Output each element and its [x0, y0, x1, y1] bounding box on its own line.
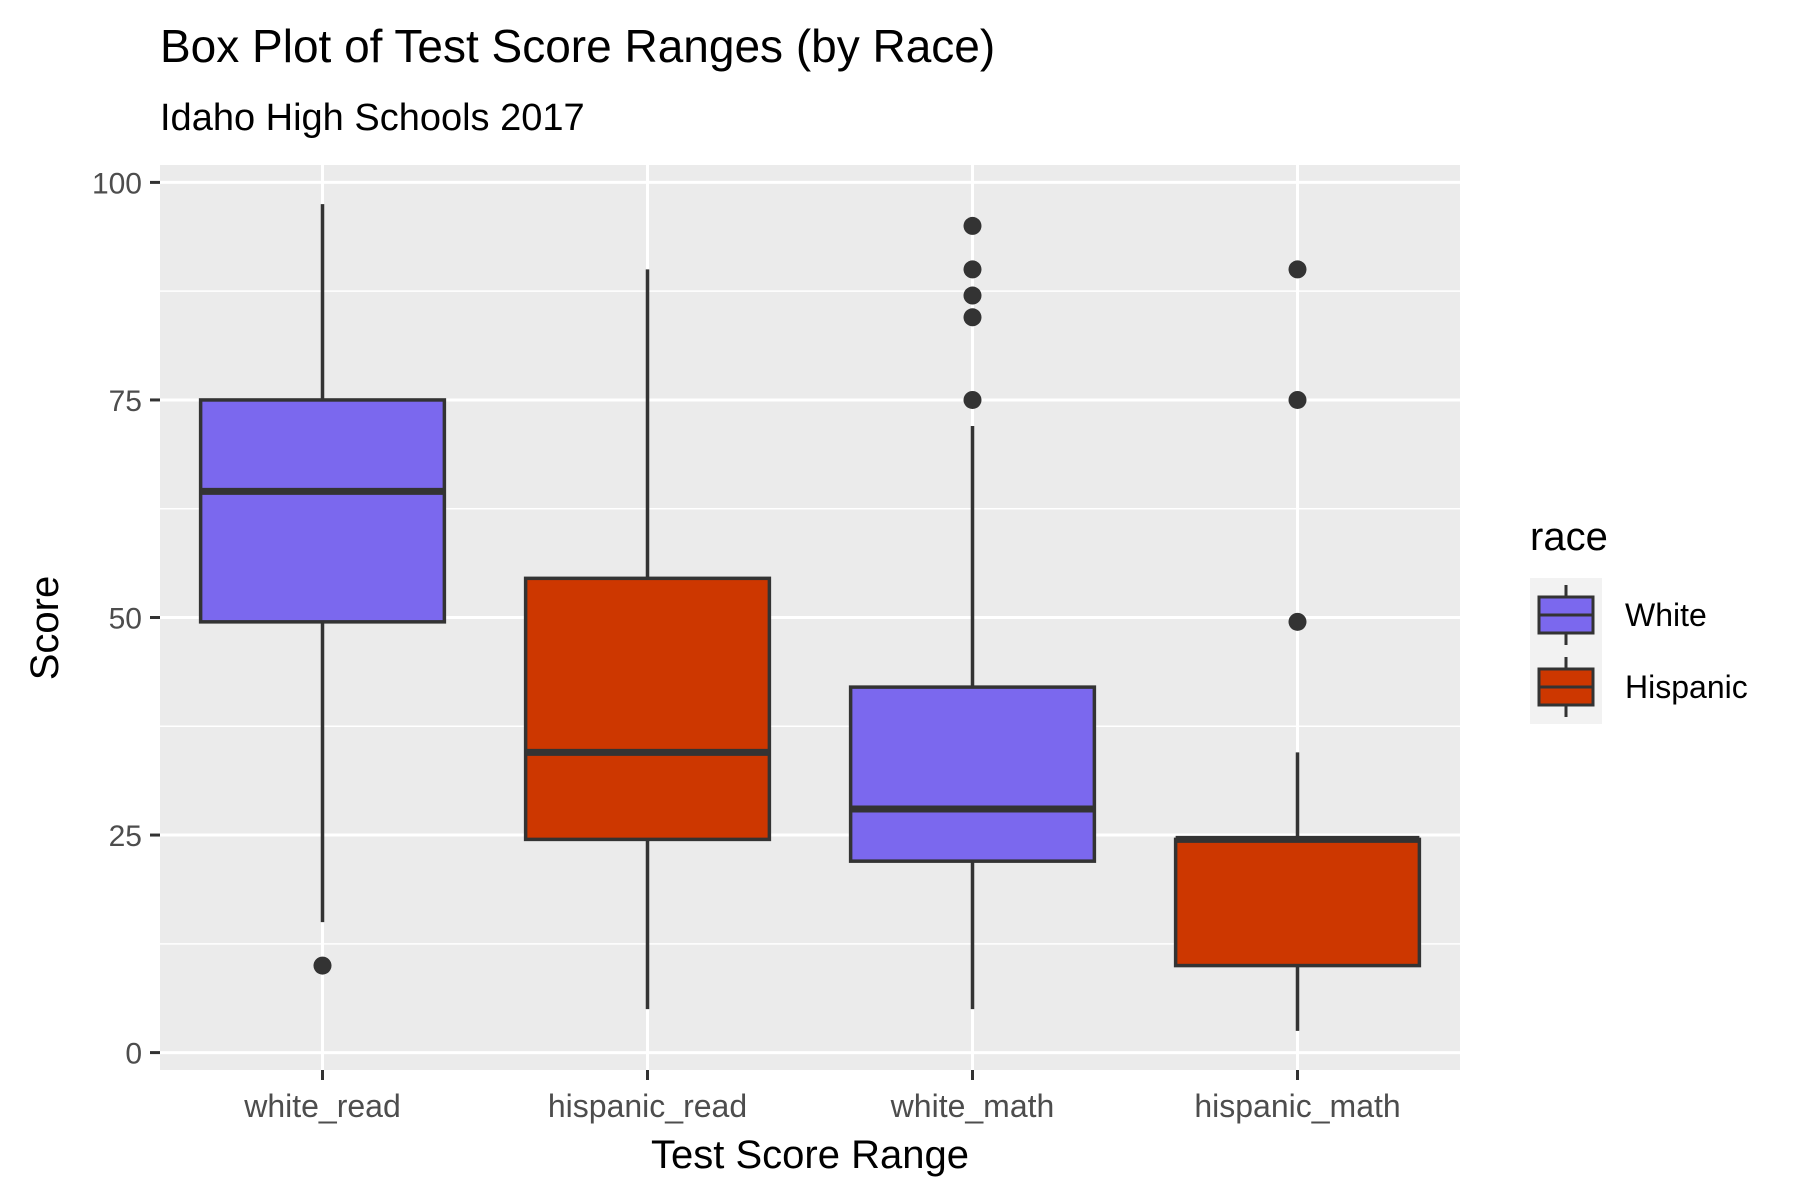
y-tick-label: 100 [92, 167, 142, 200]
outlier-point [1288, 612, 1307, 631]
box-body [848, 685, 1097, 863]
chart-title: Box Plot of Test Score Ranges (by Race) [160, 20, 995, 72]
box-white_read [198, 204, 447, 975]
legend-title: race [1530, 515, 1608, 559]
legend-label: White [1625, 597, 1707, 633]
y-tick-label: 75 [109, 385, 142, 418]
box-body [1173, 837, 1422, 968]
x-axis: white_read hispanic_read white_math hispani… [243, 1070, 1401, 1124]
legend-label: Hispanic [1625, 669, 1748, 705]
x-tick-label: hispanic_read [548, 1088, 747, 1124]
y-axis: 0 25 50 75 100 [92, 167, 160, 1071]
outlier-point [963, 390, 982, 409]
outlier-point [963, 216, 982, 235]
box-body [198, 398, 447, 624]
chart-subtitle: Idaho High Schools 2017 [160, 97, 585, 139]
box-body [523, 576, 772, 842]
y-tick-label: 25 [109, 820, 142, 853]
y-axis-label: Score [23, 576, 67, 681]
outlier-point [963, 260, 982, 279]
outlier-point [1288, 260, 1307, 279]
x-axis-label: Test Score Range [651, 1133, 969, 1177]
x-tick-label: hispanic_math [1194, 1088, 1400, 1124]
outlier-point [313, 956, 332, 975]
x-tick-label: white_read [243, 1088, 401, 1124]
box-series [198, 204, 1422, 1031]
box-hispanic_math [1173, 260, 1422, 1031]
outlier-point [1288, 390, 1307, 409]
x-tick-label: white_math [890, 1088, 1055, 1124]
y-tick-label: 50 [109, 603, 142, 636]
box-white_math [848, 216, 1097, 1010]
outlier-point [963, 286, 982, 305]
box-hispanic_read [523, 269, 772, 1010]
y-tick-label: 0 [125, 1038, 142, 1071]
outlier-point [963, 308, 982, 327]
legend-item-hispanic: Hispanic [1537, 657, 1748, 717]
legend: race White Hispanic [1530, 515, 1748, 724]
legend-item-white: White [1537, 585, 1707, 645]
